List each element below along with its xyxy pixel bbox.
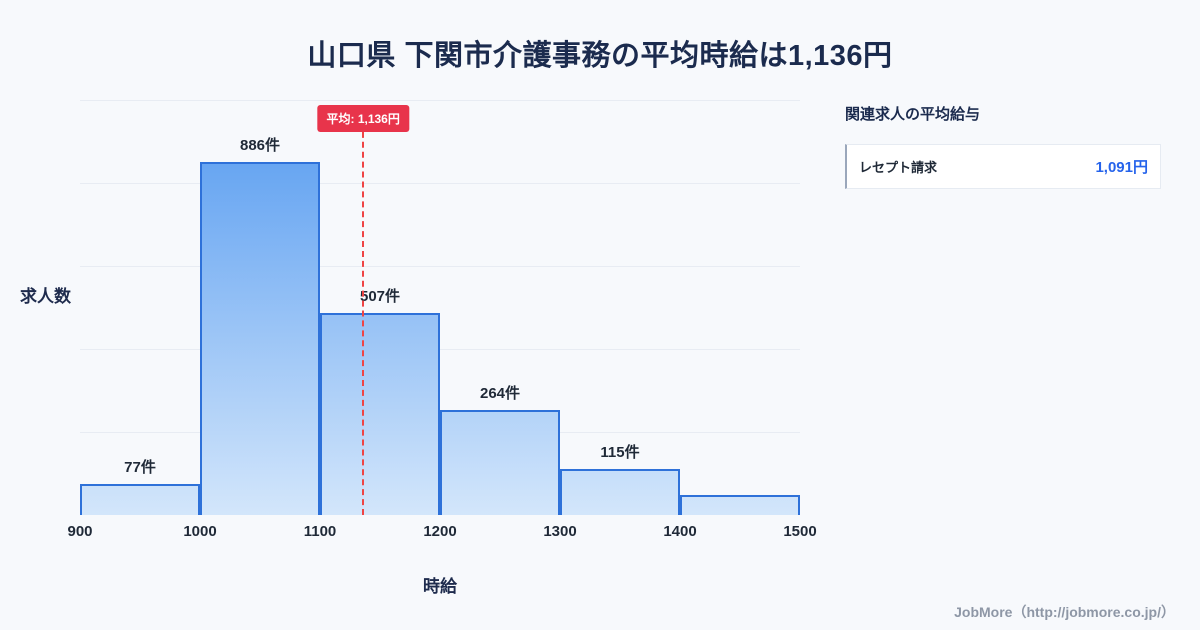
footer-credit: JobMore（http://jobmore.co.jp/） bbox=[954, 604, 1175, 620]
x-tick-label: 1000 bbox=[183, 523, 217, 540]
histogram-chart: 77件 886件 507件 264件 115件 平均: 1,136円 900 1000 11… bbox=[67, 100, 817, 540]
x-tick-label: 900 bbox=[67, 523, 93, 540]
histogram-bar bbox=[80, 484, 200, 515]
bar-value-label: 507件 bbox=[359, 288, 401, 305]
bar-value-label: 264件 bbox=[479, 385, 521, 402]
x-tick-label: 1300 bbox=[543, 523, 577, 540]
histogram-bar bbox=[320, 313, 440, 515]
x-tick-label: 1200 bbox=[423, 523, 457, 540]
gridline bbox=[80, 349, 800, 350]
average-line bbox=[362, 112, 365, 515]
related-job-row: レセプト請求 1,091円 bbox=[845, 144, 1161, 189]
histogram-bar bbox=[560, 469, 680, 515]
x-tick-label: 1500 bbox=[783, 523, 817, 540]
bar-value-label: 886件 bbox=[239, 137, 281, 154]
histogram-bar bbox=[680, 495, 800, 515]
average-badge: 平均: 1,136円 bbox=[317, 105, 409, 132]
bar-value-label: 115件 bbox=[600, 444, 640, 461]
side-panel-heading: 関連求人の平均給与 bbox=[845, 106, 981, 123]
page-title: 山口県 下関市介護事務の平均時給は1,136円 bbox=[307, 40, 893, 72]
related-job-value: 1,091円 bbox=[1095, 159, 1148, 176]
side-panel: 関連求人の平均給与 レセプト請求 1,091円 bbox=[845, 103, 1161, 189]
y-axis-label: 求人数 bbox=[20, 287, 71, 306]
gridline bbox=[80, 266, 800, 267]
x-tick-label: 1100 bbox=[303, 523, 337, 540]
gridline bbox=[80, 183, 800, 184]
bar-value-label: 77件 bbox=[124, 459, 156, 476]
histogram-bar bbox=[200, 162, 320, 515]
x-axis-label: 時給 bbox=[423, 577, 457, 596]
gridline bbox=[80, 100, 800, 101]
x-tick-label: 1400 bbox=[663, 523, 697, 540]
related-job-label: レセプト請求 bbox=[859, 160, 938, 175]
histogram-bar bbox=[440, 410, 560, 515]
